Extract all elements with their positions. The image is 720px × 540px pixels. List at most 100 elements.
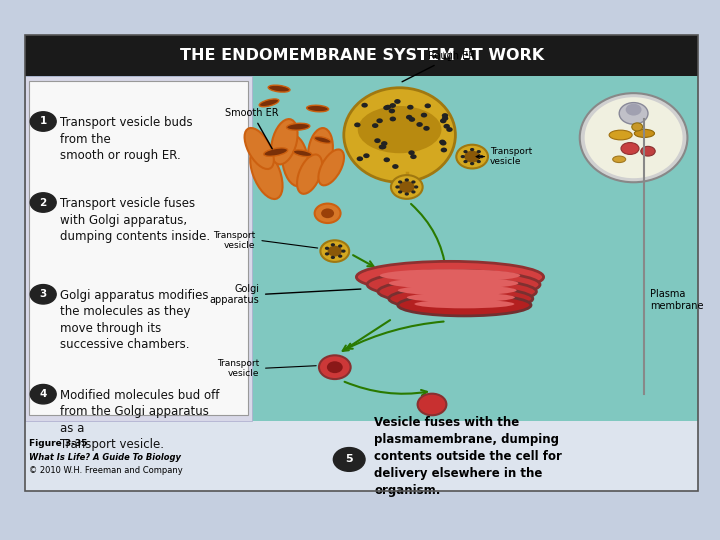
Circle shape — [409, 117, 415, 122]
Text: THE ENDOMEMBRANE SYSTEM AT WORK: THE ENDOMEMBRANE SYSTEM AT WORK — [180, 48, 544, 63]
FancyBboxPatch shape — [25, 35, 698, 76]
Text: Golgi
apparatus: Golgi apparatus — [210, 284, 259, 305]
Circle shape — [411, 180, 415, 184]
Circle shape — [405, 192, 409, 195]
Circle shape — [325, 247, 329, 250]
Circle shape — [444, 124, 450, 129]
Ellipse shape — [245, 128, 274, 169]
Circle shape — [405, 178, 409, 181]
Circle shape — [315, 204, 341, 223]
Circle shape — [338, 245, 342, 248]
Text: Modified molecules bud off
from the Golgi apparatus
as a
Transport vesicle.: Modified molecules bud off from the Golg… — [60, 389, 219, 451]
Text: Rough ER: Rough ER — [402, 51, 475, 82]
Circle shape — [394, 99, 400, 104]
Circle shape — [399, 181, 415, 193]
Ellipse shape — [344, 87, 456, 183]
FancyBboxPatch shape — [25, 76, 252, 421]
Circle shape — [30, 384, 56, 404]
Circle shape — [440, 141, 446, 146]
Ellipse shape — [609, 130, 632, 140]
Ellipse shape — [378, 279, 536, 305]
Circle shape — [384, 105, 391, 110]
Circle shape — [464, 160, 468, 163]
Circle shape — [461, 155, 465, 158]
Ellipse shape — [621, 143, 639, 154]
Ellipse shape — [287, 123, 310, 130]
Ellipse shape — [626, 104, 642, 116]
FancyBboxPatch shape — [25, 76, 698, 421]
Circle shape — [338, 254, 342, 258]
Circle shape — [456, 145, 488, 168]
Text: 5: 5 — [346, 455, 353, 464]
Circle shape — [406, 115, 413, 120]
Text: 2: 2 — [40, 198, 47, 207]
Text: Transport
vesicle: Transport vesicle — [217, 359, 259, 378]
Circle shape — [361, 103, 368, 107]
Circle shape — [30, 193, 56, 212]
Circle shape — [380, 144, 387, 149]
Circle shape — [390, 117, 396, 122]
Circle shape — [383, 105, 390, 110]
Circle shape — [379, 145, 385, 150]
Circle shape — [395, 185, 400, 188]
Text: 4: 4 — [40, 389, 47, 399]
Ellipse shape — [314, 137, 331, 143]
Circle shape — [372, 123, 379, 128]
Circle shape — [391, 175, 423, 199]
Circle shape — [446, 127, 453, 132]
Ellipse shape — [641, 146, 655, 156]
Circle shape — [390, 103, 396, 108]
Circle shape — [442, 116, 449, 121]
Text: Transport
vesicle: Transport vesicle — [476, 147, 532, 166]
Circle shape — [439, 139, 446, 144]
Ellipse shape — [297, 154, 322, 194]
Text: © 2010 W.H. Freeman and Company: © 2010 W.H. Freeman and Company — [29, 467, 183, 475]
Ellipse shape — [619, 103, 648, 124]
Ellipse shape — [307, 105, 328, 112]
Circle shape — [470, 148, 474, 151]
Text: Transport
vesicle: Transport vesicle — [213, 231, 256, 250]
Circle shape — [333, 448, 365, 471]
Circle shape — [464, 151, 480, 163]
Circle shape — [377, 118, 383, 123]
Ellipse shape — [269, 85, 290, 92]
Ellipse shape — [415, 300, 514, 308]
Circle shape — [441, 147, 447, 152]
Text: Figure 3-35: Figure 3-35 — [29, 439, 87, 448]
Circle shape — [330, 256, 335, 259]
Ellipse shape — [358, 106, 441, 153]
Circle shape — [30, 112, 56, 131]
Circle shape — [398, 180, 402, 184]
Ellipse shape — [282, 135, 308, 186]
Circle shape — [470, 162, 474, 165]
Text: 3: 3 — [40, 289, 47, 299]
Circle shape — [327, 361, 343, 373]
Circle shape — [328, 246, 342, 256]
Circle shape — [320, 240, 349, 262]
Ellipse shape — [389, 287, 533, 310]
Ellipse shape — [580, 93, 688, 183]
Ellipse shape — [380, 269, 521, 282]
Ellipse shape — [251, 146, 282, 199]
Text: Plasma
membrane: Plasma membrane — [650, 289, 703, 310]
Ellipse shape — [308, 128, 333, 176]
FancyBboxPatch shape — [25, 421, 698, 491]
Ellipse shape — [389, 278, 518, 289]
Circle shape — [392, 164, 399, 169]
Circle shape — [407, 105, 413, 110]
Circle shape — [418, 394, 446, 415]
Circle shape — [425, 103, 431, 108]
Text: Transport vesicle buds
from the
smooth or rough ER.: Transport vesicle buds from the smooth o… — [60, 116, 192, 162]
Circle shape — [411, 190, 415, 193]
Circle shape — [354, 123, 361, 127]
Text: Vesicle fuses with the
plasmamembrane, dumping
contents outside the cell for
del: Vesicle fuses with the plasmamembrane, d… — [374, 416, 562, 497]
Ellipse shape — [318, 150, 344, 185]
FancyBboxPatch shape — [29, 81, 248, 415]
Circle shape — [381, 141, 387, 146]
Circle shape — [477, 150, 481, 153]
Text: Smooth ER: Smooth ER — [225, 108, 279, 149]
Ellipse shape — [264, 148, 288, 157]
Circle shape — [321, 208, 334, 218]
Ellipse shape — [293, 150, 312, 157]
Ellipse shape — [585, 97, 683, 178]
